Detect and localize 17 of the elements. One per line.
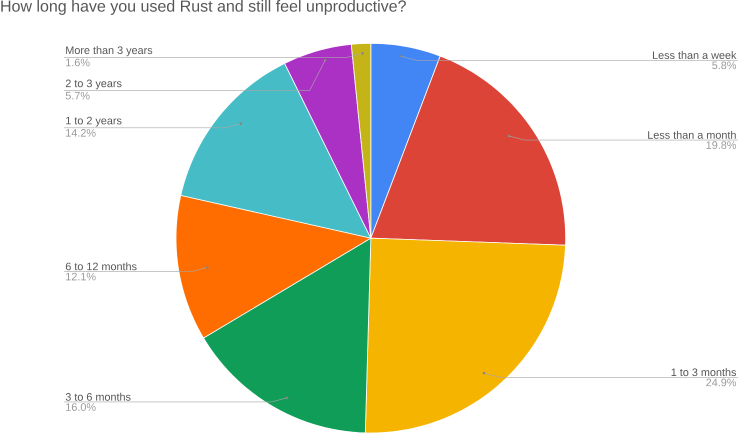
data-label: 5.7% xyxy=(66,92,90,100)
slice-label: 1 to 2 years xyxy=(66,116,122,126)
slice-label: 1 to 3 months xyxy=(672,368,736,376)
slice-label: 6 to 12 months xyxy=(66,262,137,270)
data-label: 1.6% xyxy=(66,58,90,66)
data-label: 14.2% xyxy=(66,128,96,136)
data-label: 19.8% xyxy=(706,141,736,149)
data-label: 12.1% xyxy=(66,272,96,280)
slice-label: More than 3 years xyxy=(66,46,152,56)
slice-label: 3 to 6 months xyxy=(66,392,131,401)
data-label: 5.8% xyxy=(712,61,736,69)
slice-label: Less than a month xyxy=(648,130,736,139)
data-label: 24.9% xyxy=(706,378,736,386)
chart-title: How long have you used Rust and still feel unproductive? xyxy=(1,0,406,15)
slice-label: 2 to 3 years xyxy=(66,79,122,90)
slice-label: Less than a week xyxy=(652,50,736,59)
data-label: 16.0% xyxy=(66,403,96,411)
